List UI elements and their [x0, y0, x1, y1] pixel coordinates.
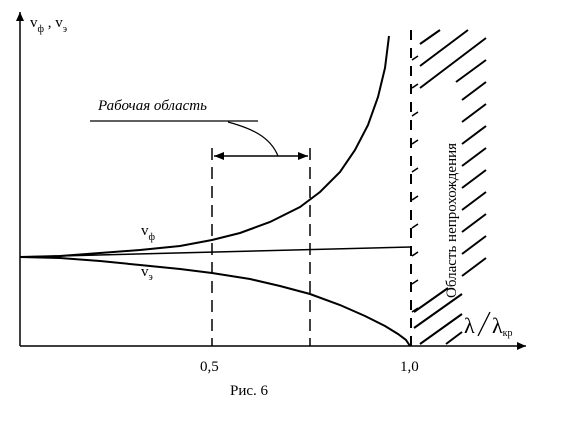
tick-label-0-5: 0,5 [200, 359, 219, 375]
phase-velocity-curve [19, 35, 390, 258]
cutoff-hatch-ticks [411, 55, 419, 313]
working-region-label: Рабочая область [97, 98, 207, 114]
hatched-region-upper [419, 29, 487, 277]
y-axis-label: vф , vэ [30, 15, 67, 35]
phase-velocity-label: vф [141, 223, 156, 243]
figure-caption: Рис. 6 [230, 383, 269, 399]
tick-label-1-0: 1,0 [400, 359, 419, 375]
x-axis-label-slash [477, 311, 491, 337]
constant-velocity-line [19, 246, 412, 258]
group-velocity-curve [19, 256, 411, 347]
x-axis-label-lambda-cr: λкр [492, 313, 513, 339]
cutoff-region-label: Область непрохождения [444, 143, 460, 298]
working-region-leader [227, 121, 279, 157]
group-velocity-label: vэ [141, 264, 153, 283]
x-axis-label: λ [464, 313, 475, 338]
hatched-region-lower [413, 287, 463, 345]
